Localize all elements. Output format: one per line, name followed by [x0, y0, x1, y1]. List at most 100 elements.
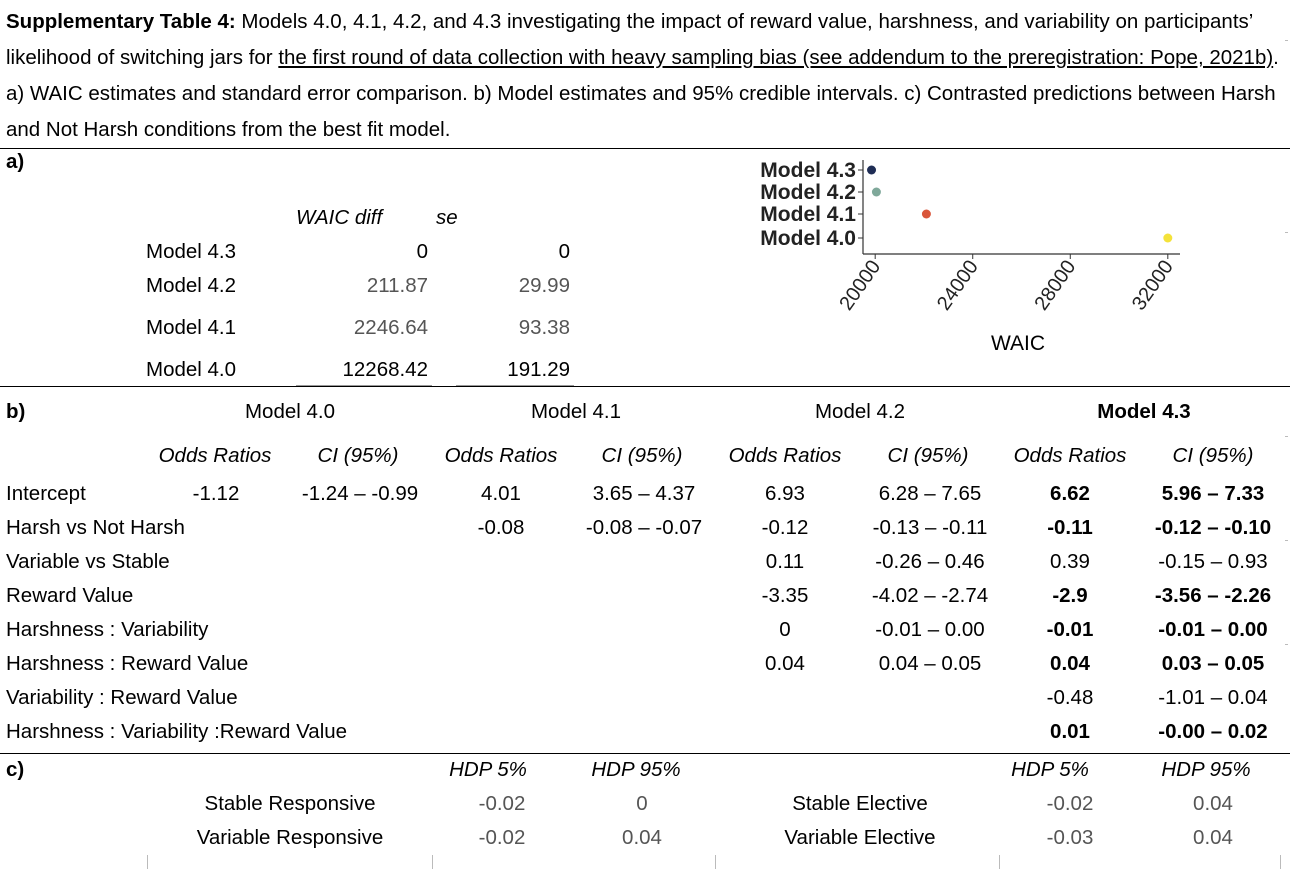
model-header-4-1: Model 4.1 [530, 400, 622, 423]
chart-x-tick-label: 20000 [835, 256, 885, 314]
col-header-waic-diff: WAIC diff [296, 206, 383, 229]
col-header-se: se [436, 206, 458, 229]
ci-cell: -0.13 – -0.11 [872, 516, 988, 539]
model-header-4-0: Model 4.0 [244, 400, 336, 423]
contrast-hdp5: -0.02 [1046, 792, 1094, 815]
odds-ratio-cell: 6.62 [1050, 482, 1090, 505]
odds-ratio-cell: 6.93 [765, 482, 805, 505]
ci-cell: -0.15 – 0.93 [1158, 550, 1268, 573]
caption-lead: Supplementary Table 4: [6, 10, 236, 33]
term-label: Harsh vs Not Harsh [6, 516, 185, 539]
grid-mark [999, 855, 1000, 869]
subheader-ci: CI (95%) [601, 444, 683, 467]
section-a-label: a) [6, 150, 25, 173]
contrast-hdp95: 0.04 [1193, 792, 1233, 815]
waic-row-model: Model 4.1 [146, 316, 237, 339]
term-label: Variability : Reward Value [6, 686, 238, 709]
waic-row-se: 191.29 [507, 358, 570, 381]
ci-cell: 6.28 – 7.65 [878, 482, 982, 505]
ci-cell: -0.01 – 0.00 [875, 618, 985, 641]
subheader-odds-ratios: Odds Ratios [728, 444, 842, 467]
ci-cell: -0.00 – 0.02 [1158, 720, 1268, 743]
ci-cell: -0.12 – -0.10 [1154, 516, 1272, 539]
contrast-hdp95: 0.04 [1193, 826, 1233, 849]
chart-x-axis-label: WAIC [991, 332, 1045, 355]
grid-mark [1285, 40, 1288, 41]
odds-ratio-cell: -2.9 [1052, 584, 1088, 607]
waic-row-se: 93.38 [518, 316, 570, 339]
contrast-label: Variable Elective [784, 826, 936, 849]
model-header-4-3: Model 4.3 [1097, 400, 1191, 423]
caption-citation-link[interactable]: the first round of data collection with … [278, 46, 1274, 69]
section-b-label: b) [6, 400, 26, 423]
chart-point [1163, 233, 1173, 243]
term-label: Harshness : Variability [6, 618, 209, 641]
table-caption: Supplementary Table 4: Models 4.0, 4.1, … [6, 4, 1286, 148]
chart-x-tick-label: 28000 [1030, 256, 1080, 314]
chart-point [871, 187, 881, 197]
contrast-label: Variable Responsive [196, 826, 384, 849]
ci-cell: -4.02 – -2.74 [871, 584, 989, 607]
grid-mark [1285, 436, 1288, 437]
term-label: Variable vs Stable [6, 550, 170, 573]
ci-cell: -0.08 – -0.07 [585, 516, 703, 539]
contrast-hdp95: 0.04 [622, 826, 662, 849]
ci-cell: 0.04 – 0.05 [878, 652, 982, 675]
waic-underline [296, 385, 432, 386]
section-c-label: c) [6, 758, 25, 781]
odds-ratio-cell: -0.08 [477, 516, 525, 539]
odds-ratio-cell: -0.12 [761, 516, 809, 539]
grid-mark [1285, 540, 1288, 541]
grid-mark [147, 855, 148, 869]
subheader-ci: CI (95%) [887, 444, 969, 467]
contrast-hdp5: -0.02 [478, 826, 526, 849]
chart-x-tick-label: 32000 [1128, 256, 1178, 314]
ci-cell: 5.96 – 7.33 [1161, 482, 1265, 505]
waic-row-se: 29.99 [518, 274, 570, 297]
subheader-ci: CI (95%) [1172, 444, 1254, 467]
term-label: Reward Value [6, 584, 134, 607]
caption-text: Models 4.0, 4.1, 4.2, and 4.3 investigat… [6, 10, 1253, 69]
odds-ratio-cell: 0 [779, 618, 791, 641]
waic-row-diff: 211.87 [366, 274, 428, 297]
odds-ratio-cell: 0.39 [1050, 550, 1090, 573]
chart-point [867, 165, 877, 175]
ci-cell: -3.56 – -2.26 [1154, 584, 1272, 607]
grid-mark [715, 855, 716, 869]
waic-row-se: 0 [558, 240, 570, 263]
odds-ratio-cell: -0.01 [1046, 618, 1094, 641]
chart-x-tick-label: 24000 [933, 256, 983, 314]
odds-ratio-cell: -0.11 [1047, 516, 1093, 539]
odds-ratio-cell: -0.48 [1046, 686, 1094, 709]
odds-ratio-cell: 0.04 [765, 652, 805, 675]
subheader-ci: CI (95%) [317, 444, 399, 467]
chart-category-label: Model 4.0 [760, 227, 856, 250]
grid-mark [432, 855, 433, 869]
ci-cell: -1.01 – 0.04 [1158, 686, 1268, 709]
waic-row-model: Model 4.0 [146, 358, 237, 381]
subheader-odds-ratios: Odds Ratios [158, 444, 272, 467]
grid-mark [1285, 644, 1288, 645]
term-label: Harshness : Variability :Reward Value [6, 720, 348, 743]
waic-row-model: Model 4.3 [146, 240, 237, 263]
odds-ratio-cell: -1.12 [192, 482, 240, 505]
grid-mark [1280, 855, 1281, 869]
contrast-hdp5: -0.03 [1046, 826, 1094, 849]
ci-cell: -0.26 – 0.46 [875, 550, 985, 573]
subheader-odds-ratios: Odds Ratios [444, 444, 558, 467]
hdp5-header-left: HDP 5% [449, 758, 527, 781]
odds-ratio-cell: 4.01 [481, 482, 521, 505]
ci-cell: 0.03 – 0.05 [1161, 652, 1265, 675]
hdp95-header-left: HDP 95% [591, 758, 681, 781]
chart-point [921, 209, 931, 219]
odds-ratio-cell: 0.11 [765, 550, 805, 573]
divider-top [0, 148, 1290, 149]
grid-mark [1285, 232, 1288, 233]
waic-row-model: Model 4.2 [146, 274, 237, 297]
caption-text-end: . a) WAIC estimates and standard error c… [6, 46, 1279, 141]
contrast-hdp5: -0.02 [478, 792, 526, 815]
waic-row-diff: 12268.42 [342, 358, 428, 381]
ci-cell: -1.24 – -0.99 [301, 482, 419, 505]
ci-cell: -0.01 – 0.00 [1158, 618, 1268, 641]
